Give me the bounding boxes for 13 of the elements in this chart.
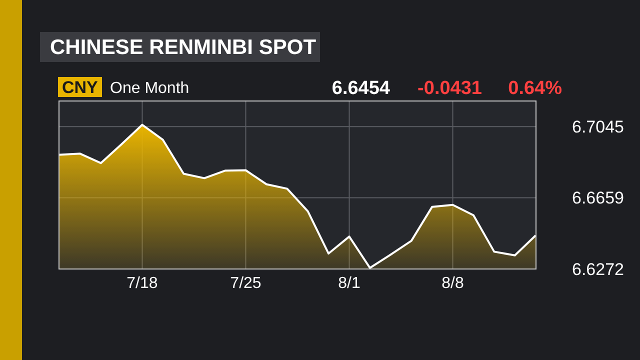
y-tick-label: 6.7045 bbox=[572, 118, 624, 137]
x-tick-label: 8/8 bbox=[442, 275, 464, 292]
y-tick-label: 6.6272 bbox=[572, 260, 624, 279]
chart-subtitle: One Month bbox=[110, 80, 190, 97]
x-tick-label: 7/25 bbox=[230, 275, 262, 292]
text: 0.64% bbox=[508, 78, 562, 99]
chart-title: CHINESE RENMINBI SPOT bbox=[50, 36, 316, 59]
text: 6.6454 bbox=[332, 78, 390, 99]
x-tick-label: 7/18 bbox=[126, 275, 158, 292]
text: CNY bbox=[62, 78, 99, 97]
x-tick-label: 8/1 bbox=[338, 275, 360, 292]
y-tick-label: 6.6659 bbox=[572, 188, 624, 208]
text: -0.0431 bbox=[418, 78, 482, 99]
